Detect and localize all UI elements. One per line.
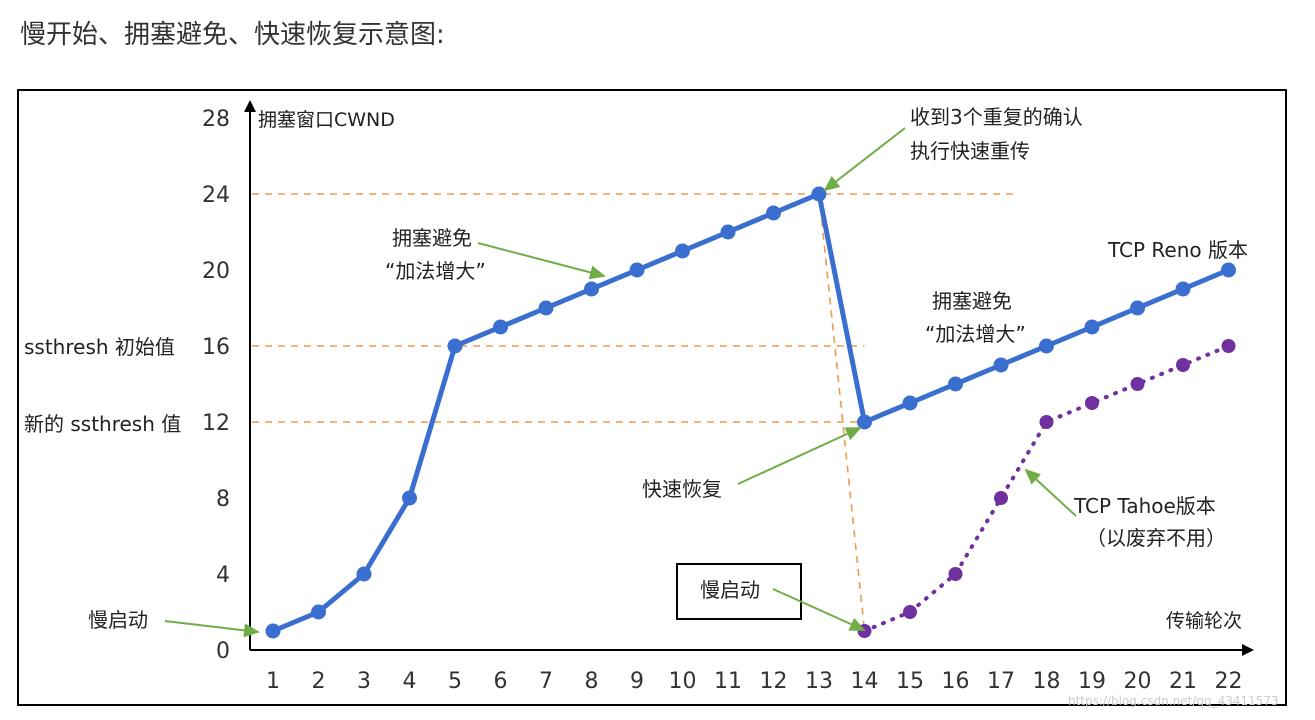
tahoe-point [857,624,872,638]
x-tick-label: 22 [1215,669,1243,694]
reno-point [720,224,736,240]
x-tick-label: 1 [266,669,280,694]
tahoe-label-line1: TCP Tahoe版本 [1073,494,1216,518]
watermark: https://blog.csdn.net/qq_43411573 [1068,694,1279,708]
x-tick-label: 4 [403,669,417,694]
y-tick-label: 8 [216,487,230,512]
reno-point [538,300,554,316]
ssthresh-initial-label: ssthresh 初始值 [24,335,175,359]
slow-start-label-left: 慢启动 [88,608,148,632]
reno-point [857,414,872,430]
tahoe-point [948,567,963,581]
fast-recovery-label: 快速恢复 [642,477,722,501]
dup-ack-label-line2: 执行快速重传 [910,139,1030,163]
tahoe-point [1221,339,1236,353]
x-tick-label: 14 [851,669,879,694]
tahoe-label-line2: （以废弃不用） [1086,526,1226,550]
x-tick-label: 6 [494,669,508,694]
y-tick-labels: 0 4 8 12 16 20 24 28 [202,107,230,664]
x-tick-label: 3 [357,669,371,694]
x-tick-label: 11 [714,669,742,694]
x-tick-label: 15 [896,669,924,694]
x-tick-label: 12 [760,669,788,694]
ca-label-1-line1: 拥塞避免 [392,226,472,250]
reno-point [1221,262,1236,278]
reno-point [584,281,599,297]
x-tick-label: 20 [1124,669,1152,694]
dup-ack-arrow [823,127,906,192]
y-tick-label: 4 [216,563,230,588]
x-tick-label: 2 [312,669,326,694]
dup-ack-label-line1: 收到3个重复的确认 [910,105,1083,129]
slow-start-box-arrow [772,588,866,631]
y-tick-label: 24 [202,183,230,208]
reno-point [675,243,690,259]
tahoe-point [1130,377,1145,391]
y-tick-label: 0 [216,639,230,664]
x-tick-label: 17 [987,669,1015,694]
tahoe-line [862,344,1231,633]
x-tick-label: 7 [539,669,553,694]
reno-line [270,191,1231,634]
tahoe-point [994,491,1008,505]
x-tick-label: 19 [1078,669,1106,694]
x-tick-label: 5 [448,669,462,694]
reno-point [629,262,645,278]
x-tick-label: 8 [585,669,599,694]
tahoe-point [1039,415,1054,429]
ca-label-2-line1: 拥塞避免 [932,289,1012,313]
x-tick-label: 10 [669,669,697,694]
reno-point [766,205,781,221]
fast-recovery-arrow [737,427,862,485]
y-axis-title: 拥塞窗口CWND [258,109,395,131]
tahoe-point [1085,396,1099,410]
page-title: 慢开始、拥塞避免、快速恢复示意图: [20,20,445,50]
reno-point [311,604,326,620]
y-tick-label: 16 [202,335,230,360]
reno-point [993,357,1009,373]
ca-1-arrow [477,242,606,280]
x-axis-title: 传输轮次 [1166,610,1242,632]
slow-start-box-label: 慢启动 [700,578,760,602]
threshold-lines [252,193,1018,632]
reno-point [1175,281,1191,297]
x-tick-labels: 1 2 3 4 5 6 7 8 9 10 11 12 13 14 15 16 17 18 19 20 21 22 [266,669,1243,694]
reno-point [356,566,372,582]
reno-point [1084,319,1100,335]
series-layer [265,186,1236,639]
tahoe-arrow [1024,468,1077,517]
reno-point [1130,300,1145,316]
y-tick-label: 28 [202,107,230,132]
slow-start-left-arrow [164,620,260,638]
tahoe-point [903,605,917,619]
reno-point [811,186,827,202]
y-tick-label: 20 [202,259,230,284]
x-tick-label: 18 [1033,669,1061,694]
x-tick-label: 16 [942,669,970,694]
reno-point [902,395,918,411]
restart-guide-line [818,193,866,632]
y-tick-label: 12 [202,411,230,436]
x-tick-label: 21 [1169,669,1197,694]
reno-point [493,319,508,335]
ssthresh-new-label: 新的 ssthresh 值 [24,412,181,436]
ca-label-1-line2: “加法增大” [385,259,486,283]
x-tick-label: 13 [805,669,833,694]
x-tick-label: 9 [630,669,644,694]
reno-point [402,490,417,506]
reno-point [1039,338,1054,354]
reno-point [265,623,281,639]
reno-point [948,376,963,392]
tahoe-point [1176,358,1190,372]
ca-label-2-line2: “加法增大” [925,322,1026,346]
reno-point [447,338,463,354]
chart-border [17,89,1287,706]
reno-label: TCP Reno 版本 [1107,238,1248,262]
